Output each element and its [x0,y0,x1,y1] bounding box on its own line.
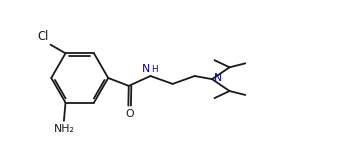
Text: Cl: Cl [38,30,49,43]
Text: H: H [151,65,158,74]
Text: O: O [125,109,134,119]
Text: NH₂: NH₂ [53,124,74,134]
Text: N: N [142,64,150,74]
Text: N: N [214,73,222,83]
